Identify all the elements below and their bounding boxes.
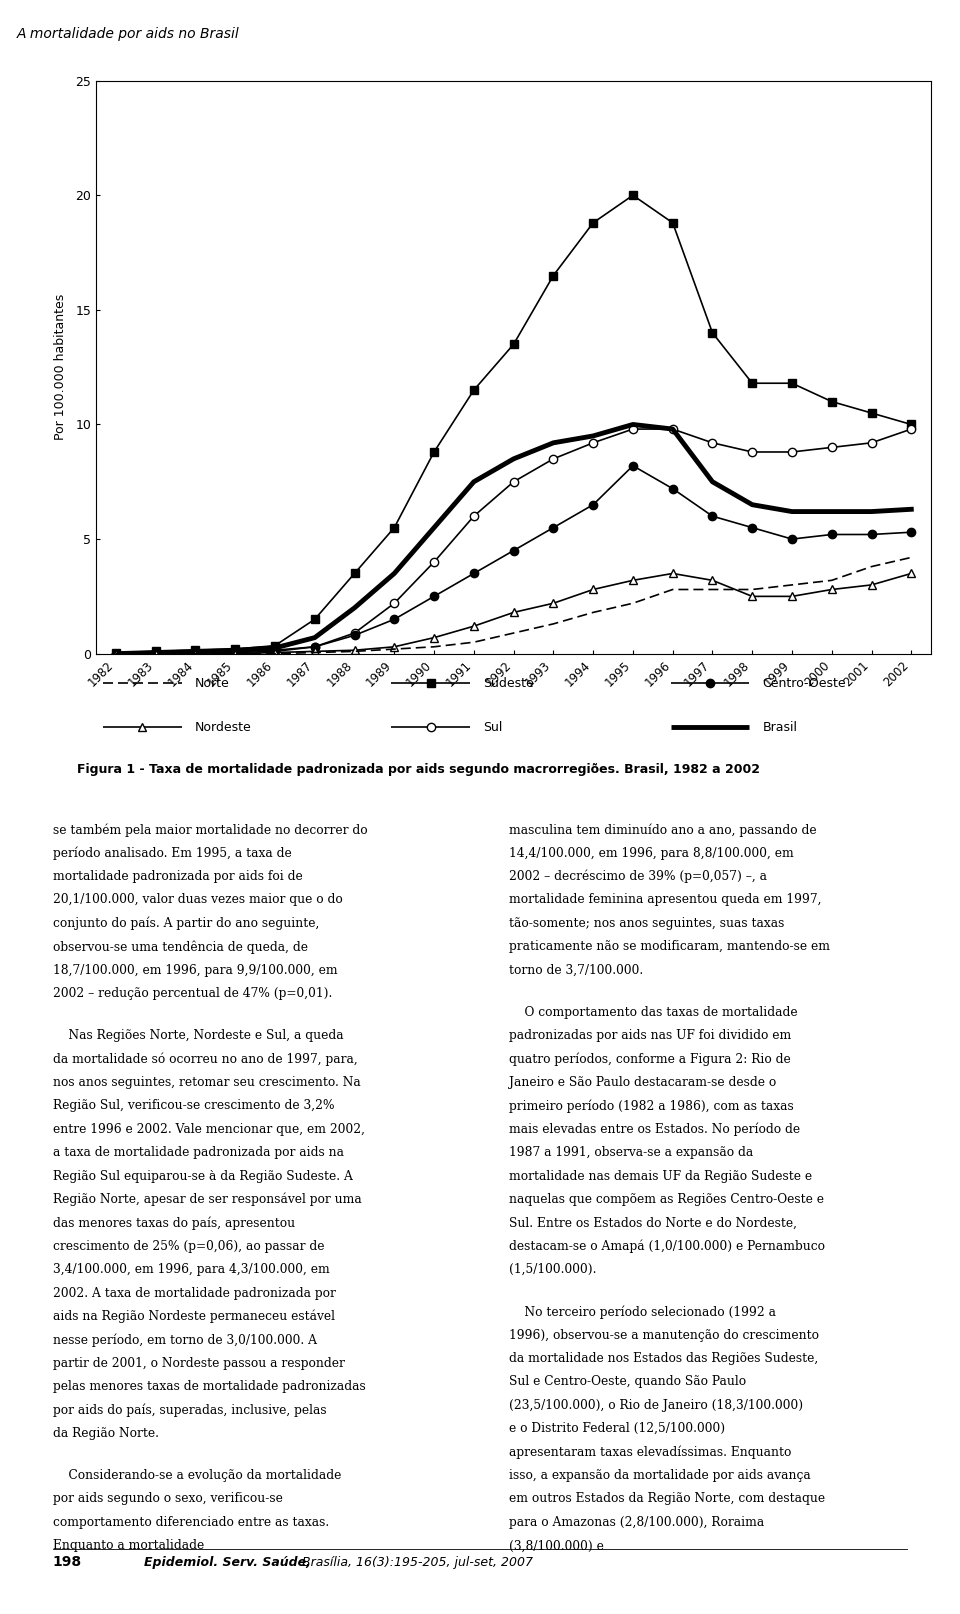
Text: Janeiro e São Paulo destacaram-se desde o: Janeiro e São Paulo destacaram-se desde …: [509, 1077, 776, 1089]
Text: se também pela maior mortalidade no decorrer do: se também pela maior mortalidade no deco…: [53, 823, 368, 836]
Text: praticamente não se modificaram, mantendo-se em: praticamente não se modificaram, mantend…: [509, 939, 829, 954]
Text: A mortalidade por aids no Brasil: A mortalidade por aids no Brasil: [17, 27, 240, 40]
Text: em outros Estados da Região Norte, com destaque: em outros Estados da Região Norte, com d…: [509, 1493, 825, 1506]
Text: aids na Região Nordeste permaneceu estável: aids na Região Nordeste permaneceu estáv…: [53, 1311, 335, 1323]
Text: destacam-se o Amapá (1,0/100.000) e Pernambuco: destacam-se o Amapá (1,0/100.000) e Pern…: [509, 1240, 825, 1252]
Y-axis label: Por 100.000 habitantes: Por 100.000 habitantes: [54, 294, 67, 441]
Text: 1996), observou-se a manutenção do crescimento: 1996), observou-se a manutenção do cresc…: [509, 1328, 819, 1341]
Text: Região Sul equiparou-se à da Região Sudeste. A: Região Sul equiparou-se à da Região Sude…: [53, 1170, 352, 1183]
Text: nesse período, em torno de 3,0/100.000. A: nesse período, em torno de 3,0/100.000. …: [53, 1333, 317, 1346]
Text: Sul. Entre os Estados do Norte e do Nordeste,: Sul. Entre os Estados do Norte e do Nord…: [509, 1217, 797, 1230]
Text: Centro-Oeste: Centro-Oeste: [762, 676, 846, 689]
Text: observou-se uma tendência de queda, de: observou-se uma tendência de queda, de: [53, 939, 308, 954]
Text: mortalidade nas demais UF da Região Sudeste e: mortalidade nas demais UF da Região Sude…: [509, 1170, 812, 1183]
Text: e o Distrito Federal (12,5/100.000): e o Distrito Federal (12,5/100.000): [509, 1422, 725, 1435]
Text: 14,4/100.000, em 1996, para 8,8/100.000, em: 14,4/100.000, em 1996, para 8,8/100.000,…: [509, 846, 794, 860]
Text: Brasília, 16(3):195-205, jul-set, 2007: Brasília, 16(3):195-205, jul-set, 2007: [302, 1556, 534, 1569]
Text: 1987 a 1991, observa-se a expansão da: 1987 a 1991, observa-se a expansão da: [509, 1146, 753, 1159]
Text: mortalidade padronizada por aids foi de: mortalidade padronizada por aids foi de: [53, 870, 302, 883]
Text: torno de 3,7/100.000.: torno de 3,7/100.000.: [509, 964, 643, 976]
Text: O comportamento das taxas de mortalidade: O comportamento das taxas de mortalidade: [509, 1006, 798, 1018]
Text: por aids segundo o sexo, verificou-se: por aids segundo o sexo, verificou-se: [53, 1493, 282, 1506]
Text: para o Amazonas (2,8/100.000), Roraima: para o Amazonas (2,8/100.000), Roraima: [509, 1516, 764, 1528]
Text: da Região Norte.: da Região Norte.: [53, 1427, 158, 1440]
Text: No terceiro período selecionado (1992 a: No terceiro período selecionado (1992 a: [509, 1306, 776, 1319]
Text: tão-somente; nos anos seguintes, suas taxas: tão-somente; nos anos seguintes, suas ta…: [509, 917, 784, 930]
Text: primeiro período (1982 a 1986), com as taxas: primeiro período (1982 a 1986), com as t…: [509, 1099, 794, 1112]
Text: da mortalidade nos Estados das Regiões Sudeste,: da mortalidade nos Estados das Regiões S…: [509, 1353, 818, 1365]
Text: Considerando-se a evolução da mortalidade: Considerando-se a evolução da mortalidad…: [53, 1469, 341, 1482]
Text: 2002. A taxa de mortalidade padronizada por: 2002. A taxa de mortalidade padronizada …: [53, 1286, 336, 1299]
Text: apresentaram taxas elevadíssimas. Enquanto: apresentaram taxas elevadíssimas. Enquan…: [509, 1446, 791, 1459]
Text: 20,1/100.000, valor duas vezes maior que o do: 20,1/100.000, valor duas vezes maior que…: [53, 894, 343, 907]
Text: Nordeste: Nordeste: [195, 720, 252, 734]
Text: quatro períodos, conforme a Figura 2: Rio de: quatro períodos, conforme a Figura 2: Ri…: [509, 1052, 790, 1065]
Text: Sudeste: Sudeste: [483, 676, 534, 689]
Text: Brasil: Brasil: [762, 720, 798, 734]
Text: Região Norte, apesar de ser responsável por uma: Região Norte, apesar de ser responsável …: [53, 1193, 362, 1206]
Text: período analisado. Em 1995, a taxa de: período analisado. Em 1995, a taxa de: [53, 846, 292, 860]
Text: padronizadas por aids nas UF foi dividido em: padronizadas por aids nas UF foi dividid…: [509, 1030, 791, 1043]
Text: Enquanto a mortalidade: Enquanto a mortalidade: [53, 1540, 204, 1553]
Text: 2002 – decréscimo de 39% (p=0,057) –, a: 2002 – decréscimo de 39% (p=0,057) –, a: [509, 870, 767, 883]
Text: crescimento de 25% (p=0,06), ao passar de: crescimento de 25% (p=0,06), ao passar d…: [53, 1240, 324, 1252]
Text: Sul e Centro-Oeste, quando São Paulo: Sul e Centro-Oeste, quando São Paulo: [509, 1375, 746, 1388]
Text: naquelas que compõem as Regiões Centro-Oeste e: naquelas que compõem as Regiões Centro-O…: [509, 1193, 824, 1206]
Text: (23,5/100.000), o Rio de Janeiro (18,3/100.000): (23,5/100.000), o Rio de Janeiro (18,3/1…: [509, 1399, 803, 1412]
Text: entre 1996 e 2002. Vale mencionar que, em 2002,: entre 1996 e 2002. Vale mencionar que, e…: [53, 1123, 365, 1136]
Text: da mortalidade só ocorreu no ano de 1997, para,: da mortalidade só ocorreu no ano de 1997…: [53, 1052, 357, 1065]
Text: Norte: Norte: [195, 676, 229, 689]
Text: pelas menores taxas de mortalidade padronizadas: pelas menores taxas de mortalidade padro…: [53, 1380, 366, 1393]
Text: mortalidade feminina apresentou queda em 1997,: mortalidade feminina apresentou queda em…: [509, 894, 822, 907]
Text: por aids do país, superadas, inclusive, pelas: por aids do país, superadas, inclusive, …: [53, 1404, 326, 1417]
Text: Epidemiol. Serv. Saúde,: Epidemiol. Serv. Saúde,: [144, 1556, 311, 1569]
Text: 198: 198: [53, 1554, 82, 1569]
Text: Região Sul, verificou-se crescimento de 3,2%: Região Sul, verificou-se crescimento de …: [53, 1099, 334, 1112]
Text: masculina tem diminuído ano a ano, passando de: masculina tem diminuído ano a ano, passa…: [509, 823, 816, 836]
Text: Sul: Sul: [483, 720, 502, 734]
Text: nos anos seguintes, retomar seu crescimento. Na: nos anos seguintes, retomar seu crescime…: [53, 1077, 361, 1089]
Text: 2002 – redução percentual de 47% (p=0,01).: 2002 – redução percentual de 47% (p=0,01…: [53, 988, 332, 1001]
Text: (1,5/100.000).: (1,5/100.000).: [509, 1264, 596, 1277]
Text: isso, a expansão da mortalidade por aids avança: isso, a expansão da mortalidade por aids…: [509, 1469, 810, 1482]
Text: 3,4/100.000, em 1996, para 4,3/100.000, em: 3,4/100.000, em 1996, para 4,3/100.000, …: [53, 1264, 329, 1277]
Text: a taxa de mortalidade padronizada por aids na: a taxa de mortalidade padronizada por ai…: [53, 1146, 344, 1159]
Text: Figura 1 - Taxa de mortalidade padronizada por aids segundo macrorregiões. Brasi: Figura 1 - Taxa de mortalidade padroniza…: [77, 763, 759, 776]
Text: comportamento diferenciado entre as taxas.: comportamento diferenciado entre as taxa…: [53, 1516, 329, 1528]
Text: das menores taxas do país, apresentou: das menores taxas do país, apresentou: [53, 1217, 295, 1230]
Text: (3,8/100.000) e: (3,8/100.000) e: [509, 1540, 604, 1553]
Text: partir de 2001, o Nordeste passou a responder: partir de 2001, o Nordeste passou a resp…: [53, 1357, 345, 1370]
Text: conjunto do país. A partir do ano seguinte,: conjunto do país. A partir do ano seguin…: [53, 917, 319, 930]
Text: 18,7/100.000, em 1996, para 9,9/100.000, em: 18,7/100.000, em 1996, para 9,9/100.000,…: [53, 964, 337, 976]
Text: mais elevadas entre os Estados. No período de: mais elevadas entre os Estados. No perío…: [509, 1123, 800, 1136]
Text: Nas Regiões Norte, Nordeste e Sul, a queda: Nas Regiões Norte, Nordeste e Sul, a que…: [53, 1030, 344, 1043]
